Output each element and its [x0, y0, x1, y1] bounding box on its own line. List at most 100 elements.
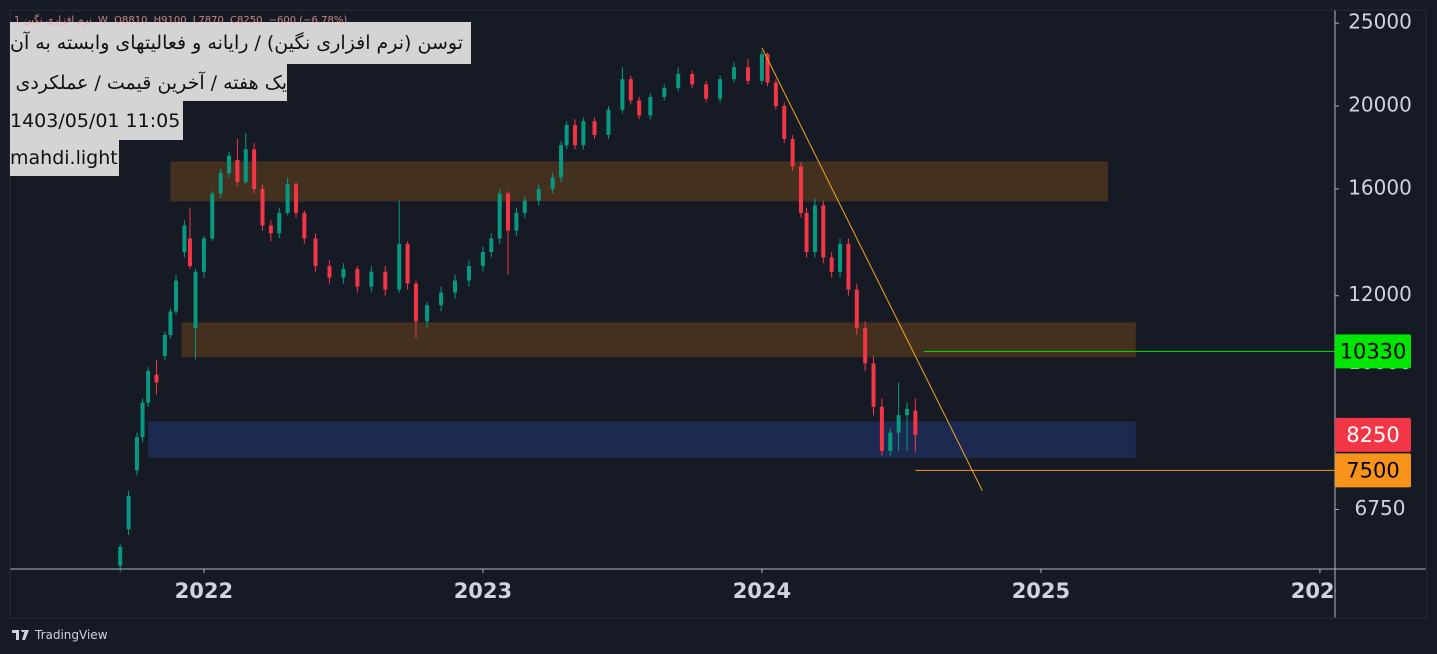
candle-body [559, 145, 564, 178]
x-tick-label: 2023 [454, 579, 512, 603]
candle-body [838, 243, 843, 272]
candle-body [863, 328, 868, 364]
symbol-legend: 1 نرم افزاری نگین W O8810 H9100 L7870 C8… [14, 15, 350, 26]
price-tag-label: 8250 [1346, 423, 1399, 447]
legend-low: L7870 [192, 15, 224, 26]
candle-body [480, 251, 485, 267]
candle-body [201, 238, 206, 272]
candle-body [453, 280, 458, 293]
footer-logo [12, 630, 29, 640]
candle-body [162, 334, 167, 357]
candle-body [846, 243, 851, 290]
trendline [761, 47, 983, 491]
candle-body [704, 84, 709, 99]
candle-body [227, 155, 232, 173]
axis-mask [1336, 571, 1426, 617]
legend-high: H9100 [153, 15, 187, 26]
candle-body [302, 212, 307, 239]
candle-body [759, 54, 764, 81]
candle-body [218, 172, 223, 194]
candle-body [648, 96, 653, 116]
header-subtitle: یک هفته / آخرین قیمت / عملکردی [10, 64, 287, 101]
candle-body [592, 121, 597, 135]
candle-body [506, 193, 511, 231]
candle-body [182, 225, 187, 252]
price-tag [1335, 453, 1411, 488]
candle-body [782, 106, 787, 140]
x-tick-label: 2025 [1012, 579, 1070, 603]
candle-body [341, 268, 346, 278]
candle-body [285, 184, 290, 213]
candle-body [497, 193, 502, 239]
zone [170, 161, 1108, 202]
plot [118, 47, 1136, 573]
candle-body [773, 82, 778, 107]
candle-body [628, 79, 633, 101]
candle-body [606, 109, 611, 135]
y-tick-label: 16000 [1348, 175, 1412, 199]
y-tick-label: 20000 [1348, 93, 1412, 117]
candle-body [732, 67, 737, 80]
candle-body [514, 212, 519, 231]
price-tag-label: 10330 [1340, 339, 1407, 363]
candle-body [871, 363, 876, 407]
candle-body [798, 166, 803, 213]
candle-body [140, 402, 145, 438]
header-date: 1403/05/01 11:05 [10, 101, 183, 140]
y-tick-label: 12000 [1348, 282, 1412, 306]
y-tick-label: 25000 [1348, 10, 1412, 34]
candle-body [718, 79, 723, 99]
header-title: توسن (نرم افزاری نگین) / رایانه و فعالیت… [10, 22, 471, 64]
candle-body [489, 238, 494, 252]
candle-body [243, 149, 248, 182]
frame [9, 9, 1427, 619]
legend-close: C8250 [230, 15, 263, 26]
candle-body [888, 432, 893, 452]
candle-body [260, 188, 265, 226]
price-tag-label: 7500 [1346, 458, 1399, 482]
candle-body [620, 79, 625, 110]
candle-body [466, 266, 471, 281]
candle-body [676, 74, 681, 88]
candle-body [522, 200, 527, 213]
candle-body [550, 177, 555, 189]
candle-body [405, 243, 410, 284]
candle-body [572, 125, 577, 146]
price-tag [1335, 334, 1411, 369]
candle-body [146, 370, 151, 403]
y-tick-label: 6750 [1355, 496, 1406, 520]
header-author: mahdi.light [10, 140, 119, 176]
candle-body [397, 243, 402, 290]
candle-body [745, 67, 750, 81]
candle-body [413, 283, 418, 322]
candle-body [879, 406, 884, 452]
footer: TradingView [12, 628, 108, 642]
candle-body [564, 125, 569, 146]
candle-body [812, 205, 817, 252]
zone [181, 322, 1136, 358]
candle-body [154, 374, 159, 383]
candle-body [268, 225, 273, 234]
candle-body [355, 268, 360, 287]
candle-body [790, 139, 795, 167]
candle-body [174, 280, 179, 312]
candle-body [383, 271, 388, 290]
candle-body [854, 289, 859, 329]
x-tick-label: 2022 [175, 579, 233, 603]
candle-body [821, 205, 826, 258]
candle-body [425, 305, 430, 322]
candle-body [913, 410, 918, 435]
candle-body [277, 212, 282, 234]
zone [148, 421, 1136, 458]
candle-body [439, 292, 444, 306]
price-tags: 10330 8250 7500 [915, 334, 1411, 488]
candle-body [581, 121, 586, 146]
candle-body [187, 238, 192, 267]
candle-body [765, 54, 770, 83]
candle-body [210, 193, 215, 239]
candle-body [905, 408, 910, 416]
candle-body [252, 149, 257, 189]
x-tick-label: 2024 [733, 579, 791, 603]
